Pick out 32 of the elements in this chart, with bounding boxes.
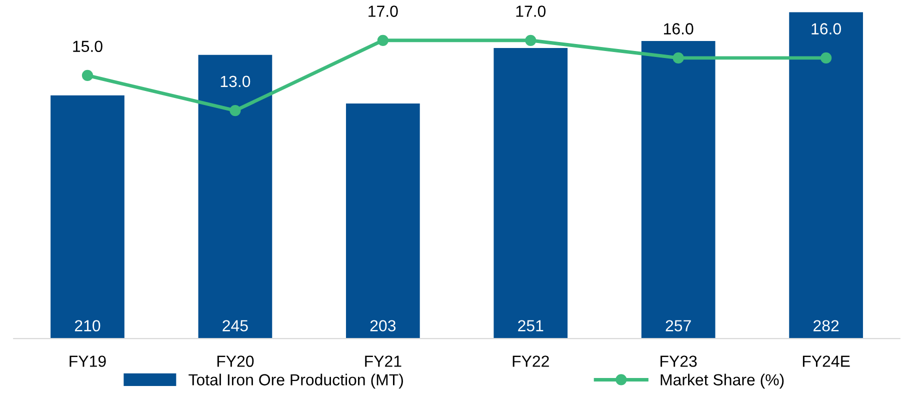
point [672,52,684,64]
data-label: 257 [666,320,691,332]
legend-label: Total Iron Ore Production (MT) [188,374,403,389]
x-tick-label: FY24E [802,356,850,367]
bar [198,54,272,339]
point [525,34,536,46]
point [820,52,832,64]
data-label: 245 [222,320,248,332]
data-label: 13.0 [220,76,250,88]
x-tick-label: FY20 [217,356,254,367]
bar [346,104,420,339]
x-tick-label: FY19 [70,356,106,367]
data-label: 251 [518,320,544,332]
data-label: 203 [370,320,396,332]
x-tick-label: FY22 [512,356,549,367]
x-tick-label: FY23 [660,356,697,367]
bar [641,41,716,339]
data-label: 282 [814,320,839,332]
bar [494,48,568,339]
bar [50,95,124,339]
point [377,34,388,46]
x-tick-label: FY21 [365,356,402,367]
data-label: 17.0 [516,6,546,17]
legend-label: Market Share (%) [660,374,784,389]
data-label: 16.0 [664,23,694,34]
data-label: 210 [74,320,100,332]
data-label: 17.0 [368,6,398,17]
point [82,70,94,82]
bar [789,12,863,339]
data-label: 16.0 [812,23,841,34]
data-label: 15.0 [73,40,102,52]
point [230,105,241,116]
